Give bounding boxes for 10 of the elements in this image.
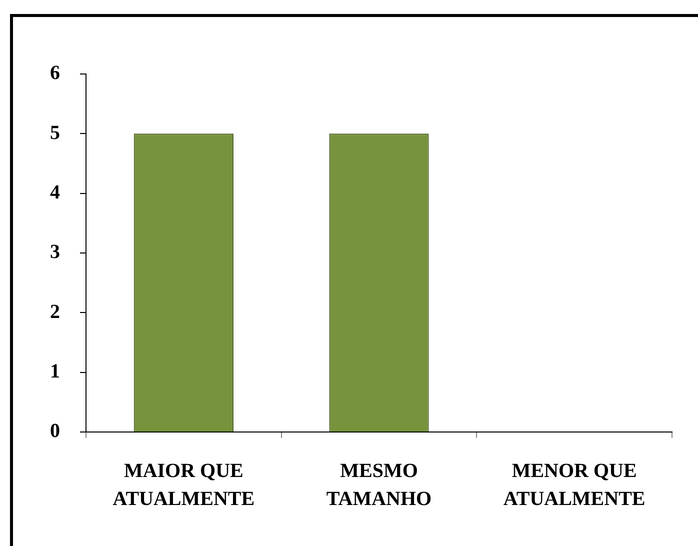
y-tick-label: 0 (50, 420, 60, 442)
y-tick-label: 1 (50, 360, 60, 383)
x-tick-label: MESMO TAMANHO (326, 460, 432, 510)
x-tick-label: MAIOR QUE ATUALMENTE (112, 460, 255, 510)
y-tick-label: 2 (50, 300, 60, 323)
y-tick-label: 4 (50, 182, 60, 204)
y-tick-label: 3 (50, 241, 60, 264)
y-tick-label: 6 (50, 62, 60, 84)
y-tick-label: 5 (50, 122, 60, 144)
x-tick-label: MENOR QUE ATUALMENTE (503, 460, 646, 510)
